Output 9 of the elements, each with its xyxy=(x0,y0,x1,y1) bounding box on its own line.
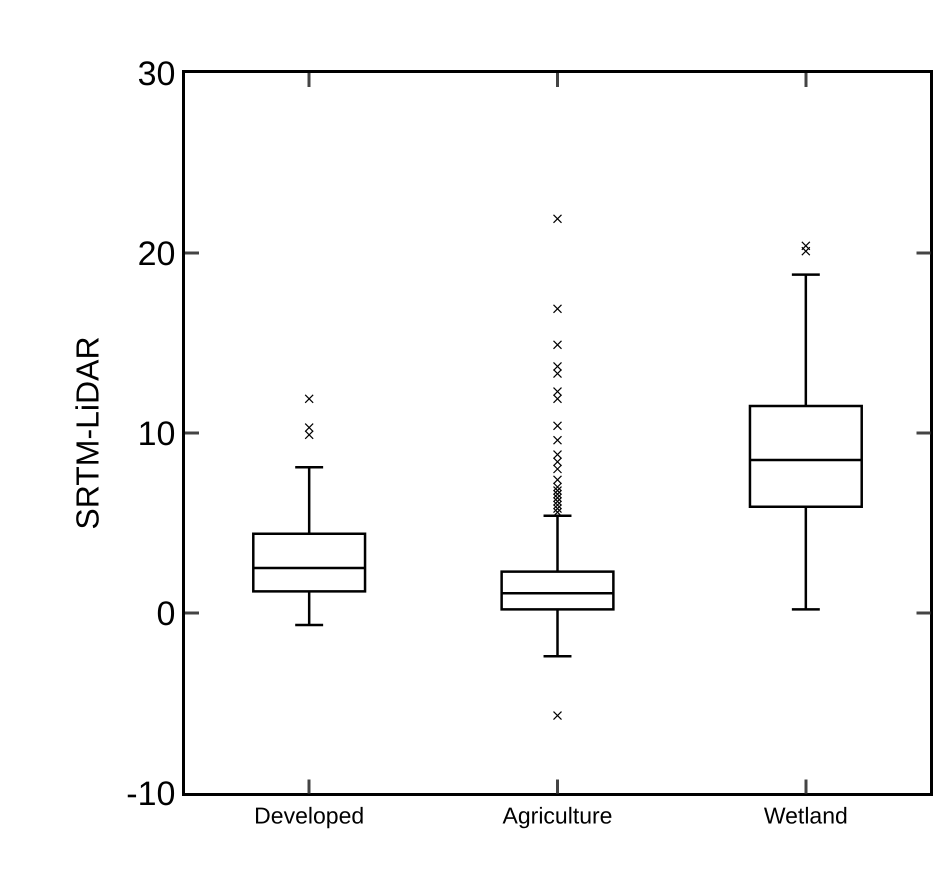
x-tick-label: Wetland xyxy=(764,802,848,828)
x-tick-label: Developed xyxy=(254,802,364,828)
y-tick-label: -10 xyxy=(126,774,176,813)
y-tick-label: 10 xyxy=(138,414,176,453)
y-tick-label: 30 xyxy=(138,54,176,93)
y-tick-label: 0 xyxy=(156,594,176,633)
y-tick-label: 20 xyxy=(138,234,176,273)
x-tick-label: Agriculture xyxy=(502,802,612,828)
y-axis-title: SRTM-LiDAR xyxy=(70,336,106,530)
